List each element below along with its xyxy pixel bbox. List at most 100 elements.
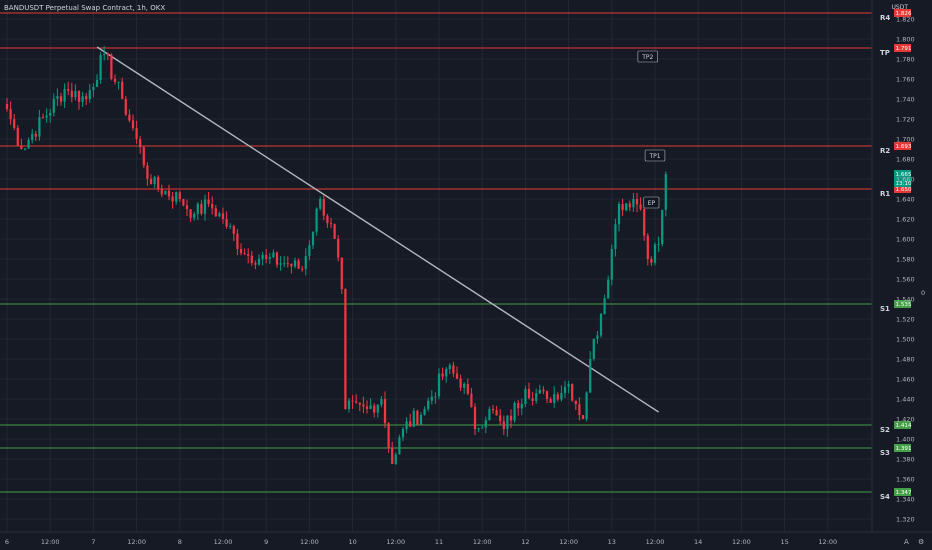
candle-up (661, 209, 664, 244)
candle-up (45, 115, 48, 118)
candle-down (365, 406, 369, 409)
candle-up (229, 226, 232, 228)
candle-down (171, 196, 174, 202)
level-price-label: 1.535 (896, 302, 912, 308)
time-tick-label: 10 (348, 538, 356, 546)
candle-down (239, 248, 243, 254)
candle-up (164, 190, 167, 195)
candle-down (322, 199, 325, 216)
candle-up (319, 199, 322, 209)
annotation-box-tp2[interactable] (637, 50, 659, 63)
candle-up (437, 373, 441, 397)
candle-down (358, 402, 361, 405)
candle-down (178, 192, 181, 199)
support-resistance-levels: R4 1.826 TP 1.791 R2 1.693 R1 1.650 S1 1.535 S2 1.4… (0, 9, 912, 501)
candle-up (63, 89, 66, 102)
candle-down (59, 96, 63, 102)
price-tick-label: 1.640 (896, 196, 915, 204)
candle-down (232, 226, 235, 234)
candle-down (149, 178, 153, 184)
candle-down (409, 421, 412, 427)
candle-down (509, 415, 513, 421)
candle-up (538, 389, 541, 394)
candle-down (160, 188, 163, 195)
candle-up (103, 54, 106, 56)
candle-up (203, 199, 207, 214)
candle-up (153, 177, 156, 184)
candle-down (207, 199, 210, 204)
candle-down (41, 117, 45, 119)
candle-up (488, 409, 491, 421)
price-tick-label: 1.560 (896, 276, 915, 284)
candle-down (556, 394, 559, 400)
candle-down (344, 289, 347, 409)
candle-down (121, 81, 124, 99)
trendline[interactable] (96, 46, 659, 413)
candle-down (650, 259, 653, 263)
price-axis[interactable]: 1.820 1.800 1.780 1.760 1.740 1.720 1.700 1.680… (896, 16, 925, 524)
level-name-r1: R1 (880, 190, 890, 198)
candle-down (85, 96, 88, 99)
price-tick-label: 1.620 (896, 216, 915, 224)
price-tick-label: 1.420 (896, 416, 915, 424)
time-tick-label: 7 (91, 538, 95, 546)
candle-up (257, 258, 261, 265)
candle-up (308, 245, 311, 257)
auto-scale-button[interactable]: A (904, 538, 909, 546)
time-tick-label: 8 (178, 538, 182, 546)
annotation-label-tp2: TP2 (641, 54, 653, 61)
price-tick-label: 1.720 (896, 116, 915, 124)
candle-up (293, 260, 297, 267)
candle-down (243, 253, 246, 255)
price-tick-label: 1.740 (896, 96, 915, 104)
candle-down (491, 409, 495, 411)
candle-up (311, 231, 315, 246)
chart-grid (0, 0, 872, 532)
time-tick-label: 12 (521, 538, 529, 546)
candle-down (355, 401, 358, 403)
level-price-label: 1.391 (896, 446, 912, 452)
price-tick-label: 1.820 (896, 16, 915, 24)
price-tick-label: 1.700 (896, 136, 915, 144)
candle-up (74, 90, 77, 98)
candle-up (567, 384, 570, 387)
time-tick-label: 12:00 (559, 538, 578, 546)
candle-up (52, 98, 55, 113)
candle-down (571, 384, 574, 401)
candle-down (9, 109, 12, 120)
level-price-badge (894, 421, 911, 429)
candle-down (290, 264, 293, 267)
candle-up (520, 403, 523, 409)
candle-up (95, 80, 99, 87)
candle-down (621, 204, 624, 211)
level-price-label: 1.826 (896, 11, 912, 17)
candle-down (416, 410, 419, 425)
candle-up (419, 414, 423, 425)
candle-down (643, 209, 646, 236)
annotation-box-ep[interactable] (643, 196, 660, 209)
annotation-box-tp1[interactable] (644, 149, 666, 162)
candle-up (589, 359, 592, 393)
settings-gear-icon[interactable]: ⚙ (918, 538, 924, 546)
candle-down (124, 99, 127, 115)
candle-down (639, 204, 642, 209)
candle-up (430, 396, 433, 401)
candle-down (16, 127, 19, 146)
time-tick-label: 12:00 (818, 538, 837, 546)
candle-up (398, 437, 401, 455)
candle-up (625, 203, 628, 211)
annotation-label-tp1: TP1 (648, 153, 660, 160)
candle-down (459, 378, 462, 388)
time-tick-label: 6 (5, 538, 9, 546)
candle-up (535, 393, 538, 401)
time-tick-label: 9 (264, 538, 268, 546)
candle-up (524, 389, 527, 404)
candle-up (268, 257, 271, 259)
current-price-badge (894, 170, 911, 187)
candle-up (563, 386, 567, 393)
candle-up (427, 400, 430, 409)
candle-up (484, 420, 487, 428)
candle-down (470, 393, 473, 407)
